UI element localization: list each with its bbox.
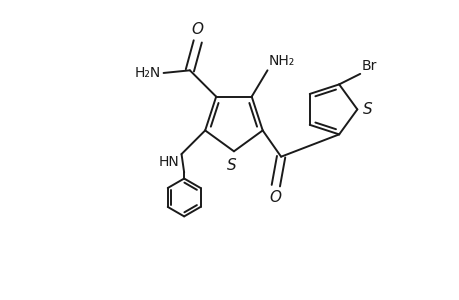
Text: H₂N: H₂N <box>134 66 160 80</box>
Text: HN: HN <box>158 155 179 170</box>
Text: NH₂: NH₂ <box>268 54 294 68</box>
Text: Br: Br <box>361 58 376 73</box>
Text: S: S <box>362 102 372 117</box>
Text: O: O <box>269 190 281 206</box>
Text: S: S <box>226 158 235 173</box>
Text: O: O <box>191 22 203 37</box>
